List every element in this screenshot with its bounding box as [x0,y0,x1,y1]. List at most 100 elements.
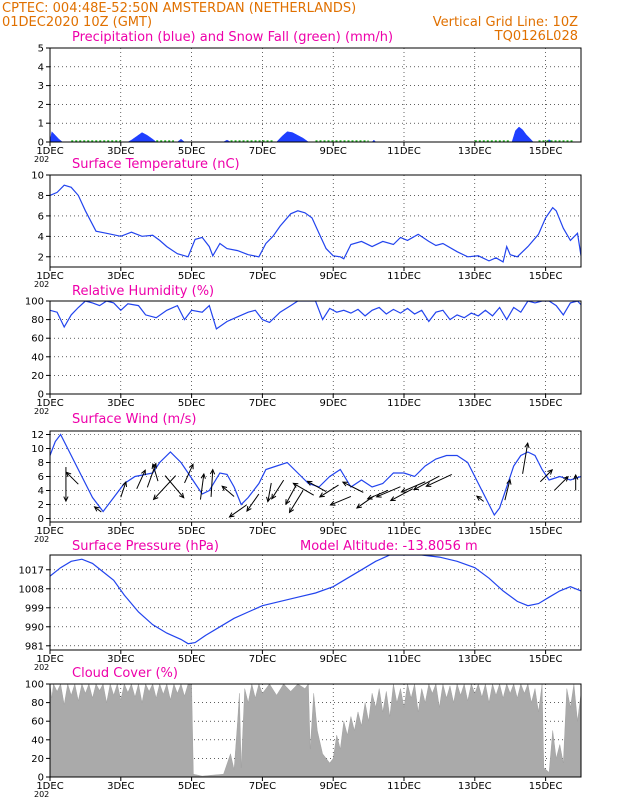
wind-arrow-head [547,469,554,475]
plot-pressure [50,555,581,645]
humidity-line [50,301,581,330]
wind-arrow-head [209,468,216,475]
wind-arrow [504,479,511,501]
wind-arrow [367,489,389,500]
wind-arrow [376,486,401,498]
wind-arrow-head [288,507,294,514]
x-tick-label: 11DEC [387,271,421,282]
x-tick-label: 5DEC [178,781,205,792]
wind-arrow-head [141,469,146,476]
panel-frame [49,300,582,395]
y-tick-label: 10 [31,171,44,182]
panel-title-precip: Precipitation (blue) and Snow Fall (gree… [72,30,393,45]
y-tick-label: 4 [38,62,44,73]
wind-arrow-head [318,492,325,498]
x-tick-label: 3DEC [107,146,134,157]
plot-humidity [50,301,581,330]
wind-arrow-head [221,485,228,492]
x-tick-label: 13DEC [458,271,492,282]
wind-arrow [390,488,414,502]
panel-frame [49,683,582,778]
plot-cloud [50,684,581,777]
x-tick-label: 7DEC [249,146,276,157]
x-tick-label: 9DEC [320,781,347,792]
panel-frame [49,554,582,651]
x-tick-label: 7DEC [249,526,276,537]
wind-arrow-head [65,471,72,478]
x-year-fragment: 202 [34,155,49,164]
x-tick-label: 3DEC [107,271,134,282]
x-tick-label: 3DEC [107,526,134,537]
wind-arrow [413,475,440,491]
y-tick-label: 4 [38,486,44,497]
y-tick-label: 12 [31,430,44,441]
x-tick-label: 13DEC [458,654,492,665]
panel-frame [49,174,582,268]
x-year-fragment: 202 [34,535,49,544]
wind-arrow [152,463,159,482]
wind-arrow-head [122,480,128,487]
x-tick-label: 1DEC [36,654,63,665]
wind-arrow-head [375,492,382,498]
panel-title-cloud: Cloud Cover (%) [72,666,178,681]
x-tick-label: 9DEC [320,654,347,665]
y-tick-label: 20 [31,754,44,765]
x-tick-label: 9DEC [320,398,347,409]
x-tick-label: 5DEC [178,654,205,665]
wind-arrow [356,495,375,509]
x-tick-label: 13DEC [458,526,492,537]
y-tick-label: 1008 [19,584,44,595]
wind-arrow [476,495,484,502]
x-tick-label: 9DEC [320,146,347,157]
wind-arrow-head [152,494,159,501]
panel-frame [49,47,582,143]
y-tick-label: 0 [38,514,44,525]
y-tick-label: 6 [38,211,44,222]
y-tick-label: 100 [25,680,44,691]
panel-title-humidity: Relative Humidity (%) [72,284,214,299]
x-tick-label: 7DEC [249,398,276,409]
x-tick-label: 7DEC [249,781,276,792]
y-tick-label: 1 [38,119,44,130]
x-year-fragment: 202 [34,407,49,416]
x-tick-label: 11DEC [387,526,421,537]
panel-pressure: Surface Pressure (hPa) Model Altitude: -1… [19,539,582,672]
wind-arrow-head [425,482,432,487]
wind-arrow [153,475,177,500]
x-tick-label: 15DEC [529,654,563,665]
x-tick-label: 9DEC [320,271,347,282]
wind-arrow [401,481,426,493]
x-tick-label: 15DEC [529,526,563,537]
wind-arrow-head [506,478,512,485]
cloud-area [50,684,581,777]
wind-arrow [221,485,235,497]
wind-arrow [120,481,127,498]
y-tick-label: 6 [38,472,44,483]
wind-arrow [210,469,214,497]
y-tick-label: 981 [25,641,44,652]
x-tick-label: 1DEC [36,271,63,282]
y-tick-label: 8 [38,191,44,202]
wind-arrow [307,480,327,492]
panel-title-wind: Surface Wind (m/s) [72,412,196,427]
header-date: 01DEC2020 10Z (GMT) [2,15,152,30]
panel-frame [49,430,582,523]
x-tick-label: 13DEC [458,781,492,792]
precip-area [50,126,581,142]
x-tick-label: 11DEC [387,146,421,157]
panels: Precipitation (blue) and Snow Fall (gree… [19,30,582,799]
wind-arrow [271,479,285,500]
wind-arrow [426,473,453,487]
wind-arrow-head [246,505,252,512]
panel-subtitle-pressure: Model Altitude: -13.8056 m [300,539,478,554]
x-year-fragment: 202 [34,280,49,289]
y-tick-label: 990 [25,622,44,633]
wind-arrow-head [188,463,194,470]
header-line1: CPTEC: 004:48E-52:50N AMSTERDAN (NETHERL… [2,1,356,16]
x-tick-label: 7DEC [249,271,276,282]
y-tick-label: 999 [25,603,44,614]
plot-temperature [50,184,581,263]
x-tick-label: 11DEC [387,654,421,665]
x-tick-label: 15DEC [529,398,563,409]
x-tick-label: 5DEC [178,271,205,282]
